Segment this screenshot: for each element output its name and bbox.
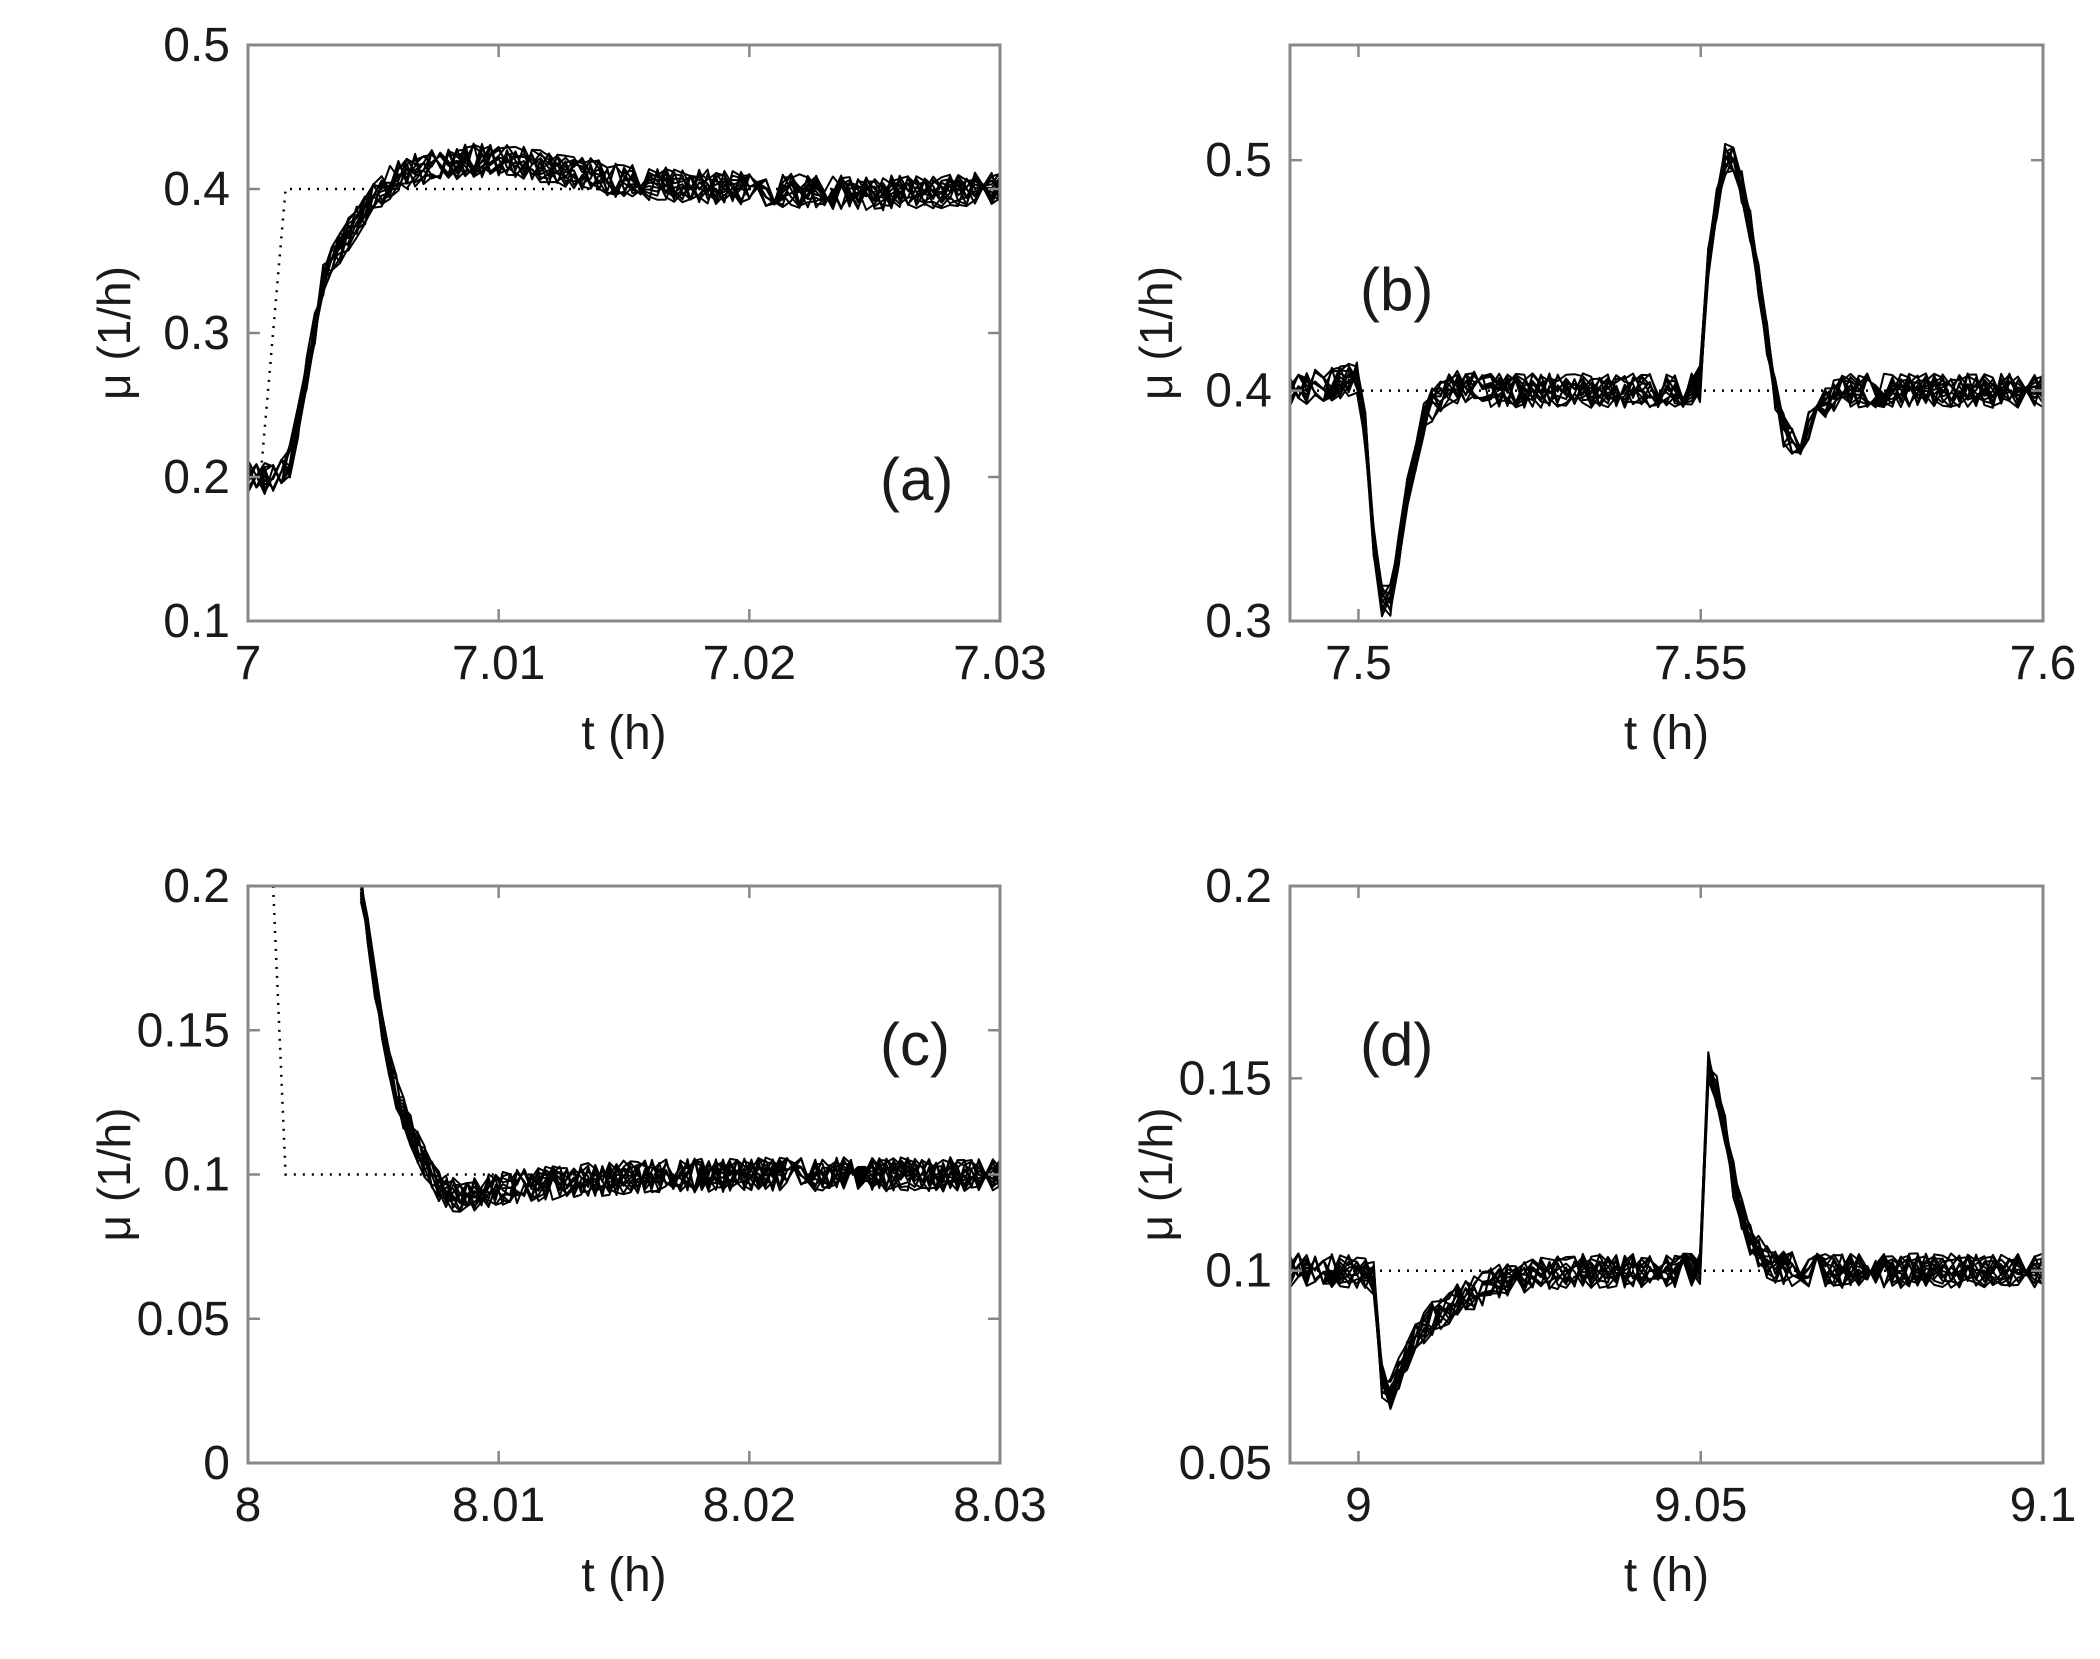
y-tick-label: 0.15 xyxy=(137,1004,230,1057)
y-tick-label: 0.5 xyxy=(1205,134,1272,187)
response-trace xyxy=(1290,142,2043,595)
plot-area xyxy=(248,142,1000,495)
y-tick-label: 0.5 xyxy=(163,19,230,72)
x-axis-label: t (h) xyxy=(581,707,666,760)
response-trace xyxy=(1290,1082,2043,1395)
panel-label: (a) xyxy=(880,446,953,513)
y-tick-label: 0.1 xyxy=(163,595,230,648)
plot-area xyxy=(271,886,1000,1213)
x-tick-label: 7.5 xyxy=(1325,637,1392,690)
panel-c: 8 8.01 8.02 8.03 0 0.05 0.1 0.15 0.2 t (h) μ (1/h)… xyxy=(88,860,1047,1602)
response-trace xyxy=(1290,145,2043,587)
panel-a: 7 7.01 7.02 7.03 0.1 0.2 0.3 0.4 0.5 t (h) μ (1/h)… xyxy=(88,19,1047,760)
response-trace xyxy=(360,886,1000,1213)
x-axis-label: t (h) xyxy=(1624,1549,1709,1602)
setpoint-line xyxy=(248,187,1000,479)
response-trace xyxy=(1290,1063,2043,1408)
x-tick-label: 7.01 xyxy=(452,637,545,690)
y-axis-label: μ (1/h) xyxy=(88,1108,140,1242)
response-trace xyxy=(1290,1078,2043,1393)
response-trace xyxy=(1290,1070,2043,1398)
panel-b: 7.5 7.55 7.6 0.3 0.4 0.5 t (h) μ (1/h) (b) xyxy=(1130,43,2077,760)
x-tick-label: 7 xyxy=(235,637,262,690)
y-tick-label: 0.2 xyxy=(1205,860,1272,913)
x-tick-label: 9 xyxy=(1345,1479,1372,1532)
x-tick-label: 8.02 xyxy=(703,1479,796,1532)
panel-label: (d) xyxy=(1360,1011,1433,1078)
response-trace xyxy=(359,892,1000,1210)
y-tick-label: 0.05 xyxy=(137,1293,230,1346)
x-axis-label: t (h) xyxy=(581,1549,666,1602)
response-trace xyxy=(1290,158,2043,602)
y-tick-label: 0.3 xyxy=(1205,595,1272,648)
response-trace xyxy=(1290,1062,2043,1405)
x-tick-label: 9.1 xyxy=(2010,1479,2077,1532)
response-trace xyxy=(1290,1071,2043,1401)
x-tick-label: 9.05 xyxy=(1654,1479,1747,1532)
y-tick-label: 0.2 xyxy=(163,451,230,504)
response-trace xyxy=(1290,1055,2043,1389)
y-tick-label: 0.15 xyxy=(1179,1052,1272,1105)
panel-label: (c) xyxy=(880,1011,950,1078)
axes-frame xyxy=(1288,43,2045,623)
x-tick-label: 8.03 xyxy=(953,1479,1046,1532)
y-tick-label: 0.1 xyxy=(1205,1245,1272,1298)
plot-area xyxy=(1290,142,2043,618)
response-trace xyxy=(1290,1074,2043,1396)
panel-d: 9 9.05 9.1 0.05 0.1 0.15 0.2 t (h) μ (1/h) (d) xyxy=(1130,860,2076,1602)
x-tick-label: 7.02 xyxy=(703,637,796,690)
y-axis-label: μ (1/h) xyxy=(1130,1108,1182,1242)
setpoint-line xyxy=(271,886,1000,1176)
x-tick-label: 7.03 xyxy=(953,637,1046,690)
y-tick-label: 0 xyxy=(203,1437,230,1490)
response-trace xyxy=(248,144,1000,492)
plot-area xyxy=(1290,1051,2043,1410)
y-tick-label: 0.05 xyxy=(1179,1437,1272,1490)
y-tick-label: 0.4 xyxy=(1205,365,1272,418)
y-tick-label: 0.4 xyxy=(163,163,230,216)
x-tick-label: 7.55 xyxy=(1654,637,1747,690)
x-axis-label: t (h) xyxy=(1624,707,1709,760)
y-tick-label: 0.3 xyxy=(163,307,230,360)
x-tick-label: 7.6 xyxy=(2010,637,2077,690)
response-trace xyxy=(361,886,1000,1207)
y-tick-label: 0.2 xyxy=(163,860,230,913)
response-trace xyxy=(1290,1051,2043,1383)
response-trace xyxy=(248,143,1000,483)
axes-frame xyxy=(1288,884,2045,1465)
panel-label: (b) xyxy=(1360,256,1433,323)
y-axis-label: μ (1/h) xyxy=(88,266,140,400)
x-tick-label: 8.01 xyxy=(452,1479,545,1532)
axes-frame xyxy=(246,43,1002,623)
response-trace xyxy=(1290,1078,2043,1391)
x-tick-label: 8 xyxy=(235,1479,262,1532)
y-tick-label: 0.1 xyxy=(163,1149,230,1202)
y-axis-label: μ (1/h) xyxy=(1130,266,1182,400)
